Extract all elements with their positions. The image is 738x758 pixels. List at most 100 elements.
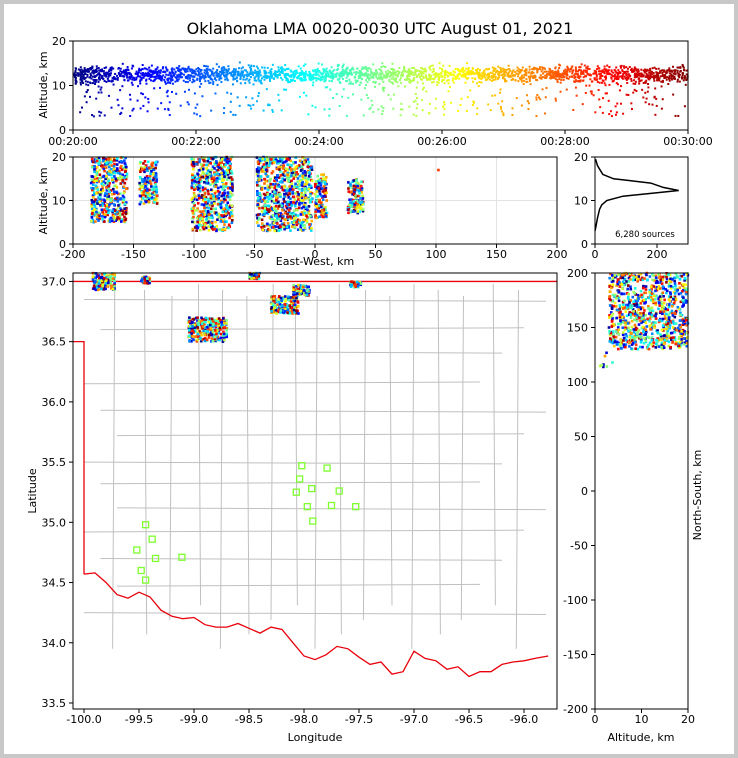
source-point [204,65,207,68]
source-point [278,99,281,102]
source-point [234,68,237,71]
source-point [286,193,290,197]
source-point [389,98,392,101]
source-point [356,186,360,189]
source-point [212,83,215,86]
source-point [256,174,260,178]
source-point [303,218,307,222]
source-point [387,72,390,75]
source-point [358,201,362,205]
source-point [158,74,161,77]
p3-xtick-label: 200 [647,248,668,261]
source-point [116,198,119,202]
source-point [191,81,194,84]
source-point [291,223,295,226]
source-point [220,72,223,75]
source-point [328,79,331,82]
source-point [312,81,315,84]
source-point [309,192,312,196]
source-point [298,95,301,98]
source-point [352,200,356,203]
source-point [275,74,278,77]
source-point [279,174,283,177]
source-point [302,193,305,197]
source-point [303,188,306,192]
source-point [109,69,112,72]
source-point [245,96,248,99]
source-point [492,70,495,73]
source-point [358,204,362,207]
source-point [229,166,232,170]
source-point [213,173,217,176]
source-point [73,75,76,78]
source-point [522,83,525,86]
source-point [249,69,252,72]
source-point [193,112,196,115]
source-point [124,218,127,221]
source-point [229,195,232,198]
source-point [576,73,579,76]
source-point [621,69,624,72]
source-point [91,201,94,204]
source-point [105,273,108,277]
source-point [92,284,96,288]
source-point [346,71,349,74]
source-point [95,186,99,189]
source-point [627,77,630,80]
source-point [217,73,220,76]
source-point [138,181,141,185]
source-point [673,69,676,72]
source-point [549,69,552,72]
source-point [467,67,470,70]
source-point [120,70,123,73]
source-point [102,213,106,216]
source-point [268,76,271,79]
source-point [476,67,479,70]
source-point [437,74,440,77]
source-point [232,76,235,79]
source-point [192,167,195,171]
source-point [500,107,503,110]
source-point [306,211,310,214]
source-point [502,73,505,76]
source-point [583,64,586,67]
source-point [117,72,120,75]
source-point [494,71,497,74]
source-point [101,210,104,214]
source-point [231,188,234,191]
source-point [107,172,111,175]
source-point [268,192,272,196]
source-point [112,218,116,222]
source-point [227,205,230,209]
source-point [209,68,212,71]
source-point [297,198,300,201]
source-point [272,161,276,164]
source-point [164,80,167,83]
source-point [673,72,676,75]
source-point [292,71,295,74]
source-point [181,76,184,79]
source-point [660,69,663,72]
source-point [273,229,277,233]
source-point [332,73,335,76]
source-point [213,72,216,75]
source-point [197,70,200,73]
source-point [95,207,98,211]
source-point [581,103,584,106]
source-point [98,217,101,221]
source-point [335,75,338,78]
source-point [118,73,121,76]
source-point [318,192,322,196]
source-point [207,79,210,82]
source-point [354,196,357,199]
source-point [190,185,194,188]
source-point [528,79,531,82]
source-point [322,210,326,214]
source-point [197,223,201,227]
source-point [212,197,216,201]
source-point [339,72,342,75]
source-point [460,97,463,100]
source-point [321,63,324,66]
source-point [319,205,323,209]
